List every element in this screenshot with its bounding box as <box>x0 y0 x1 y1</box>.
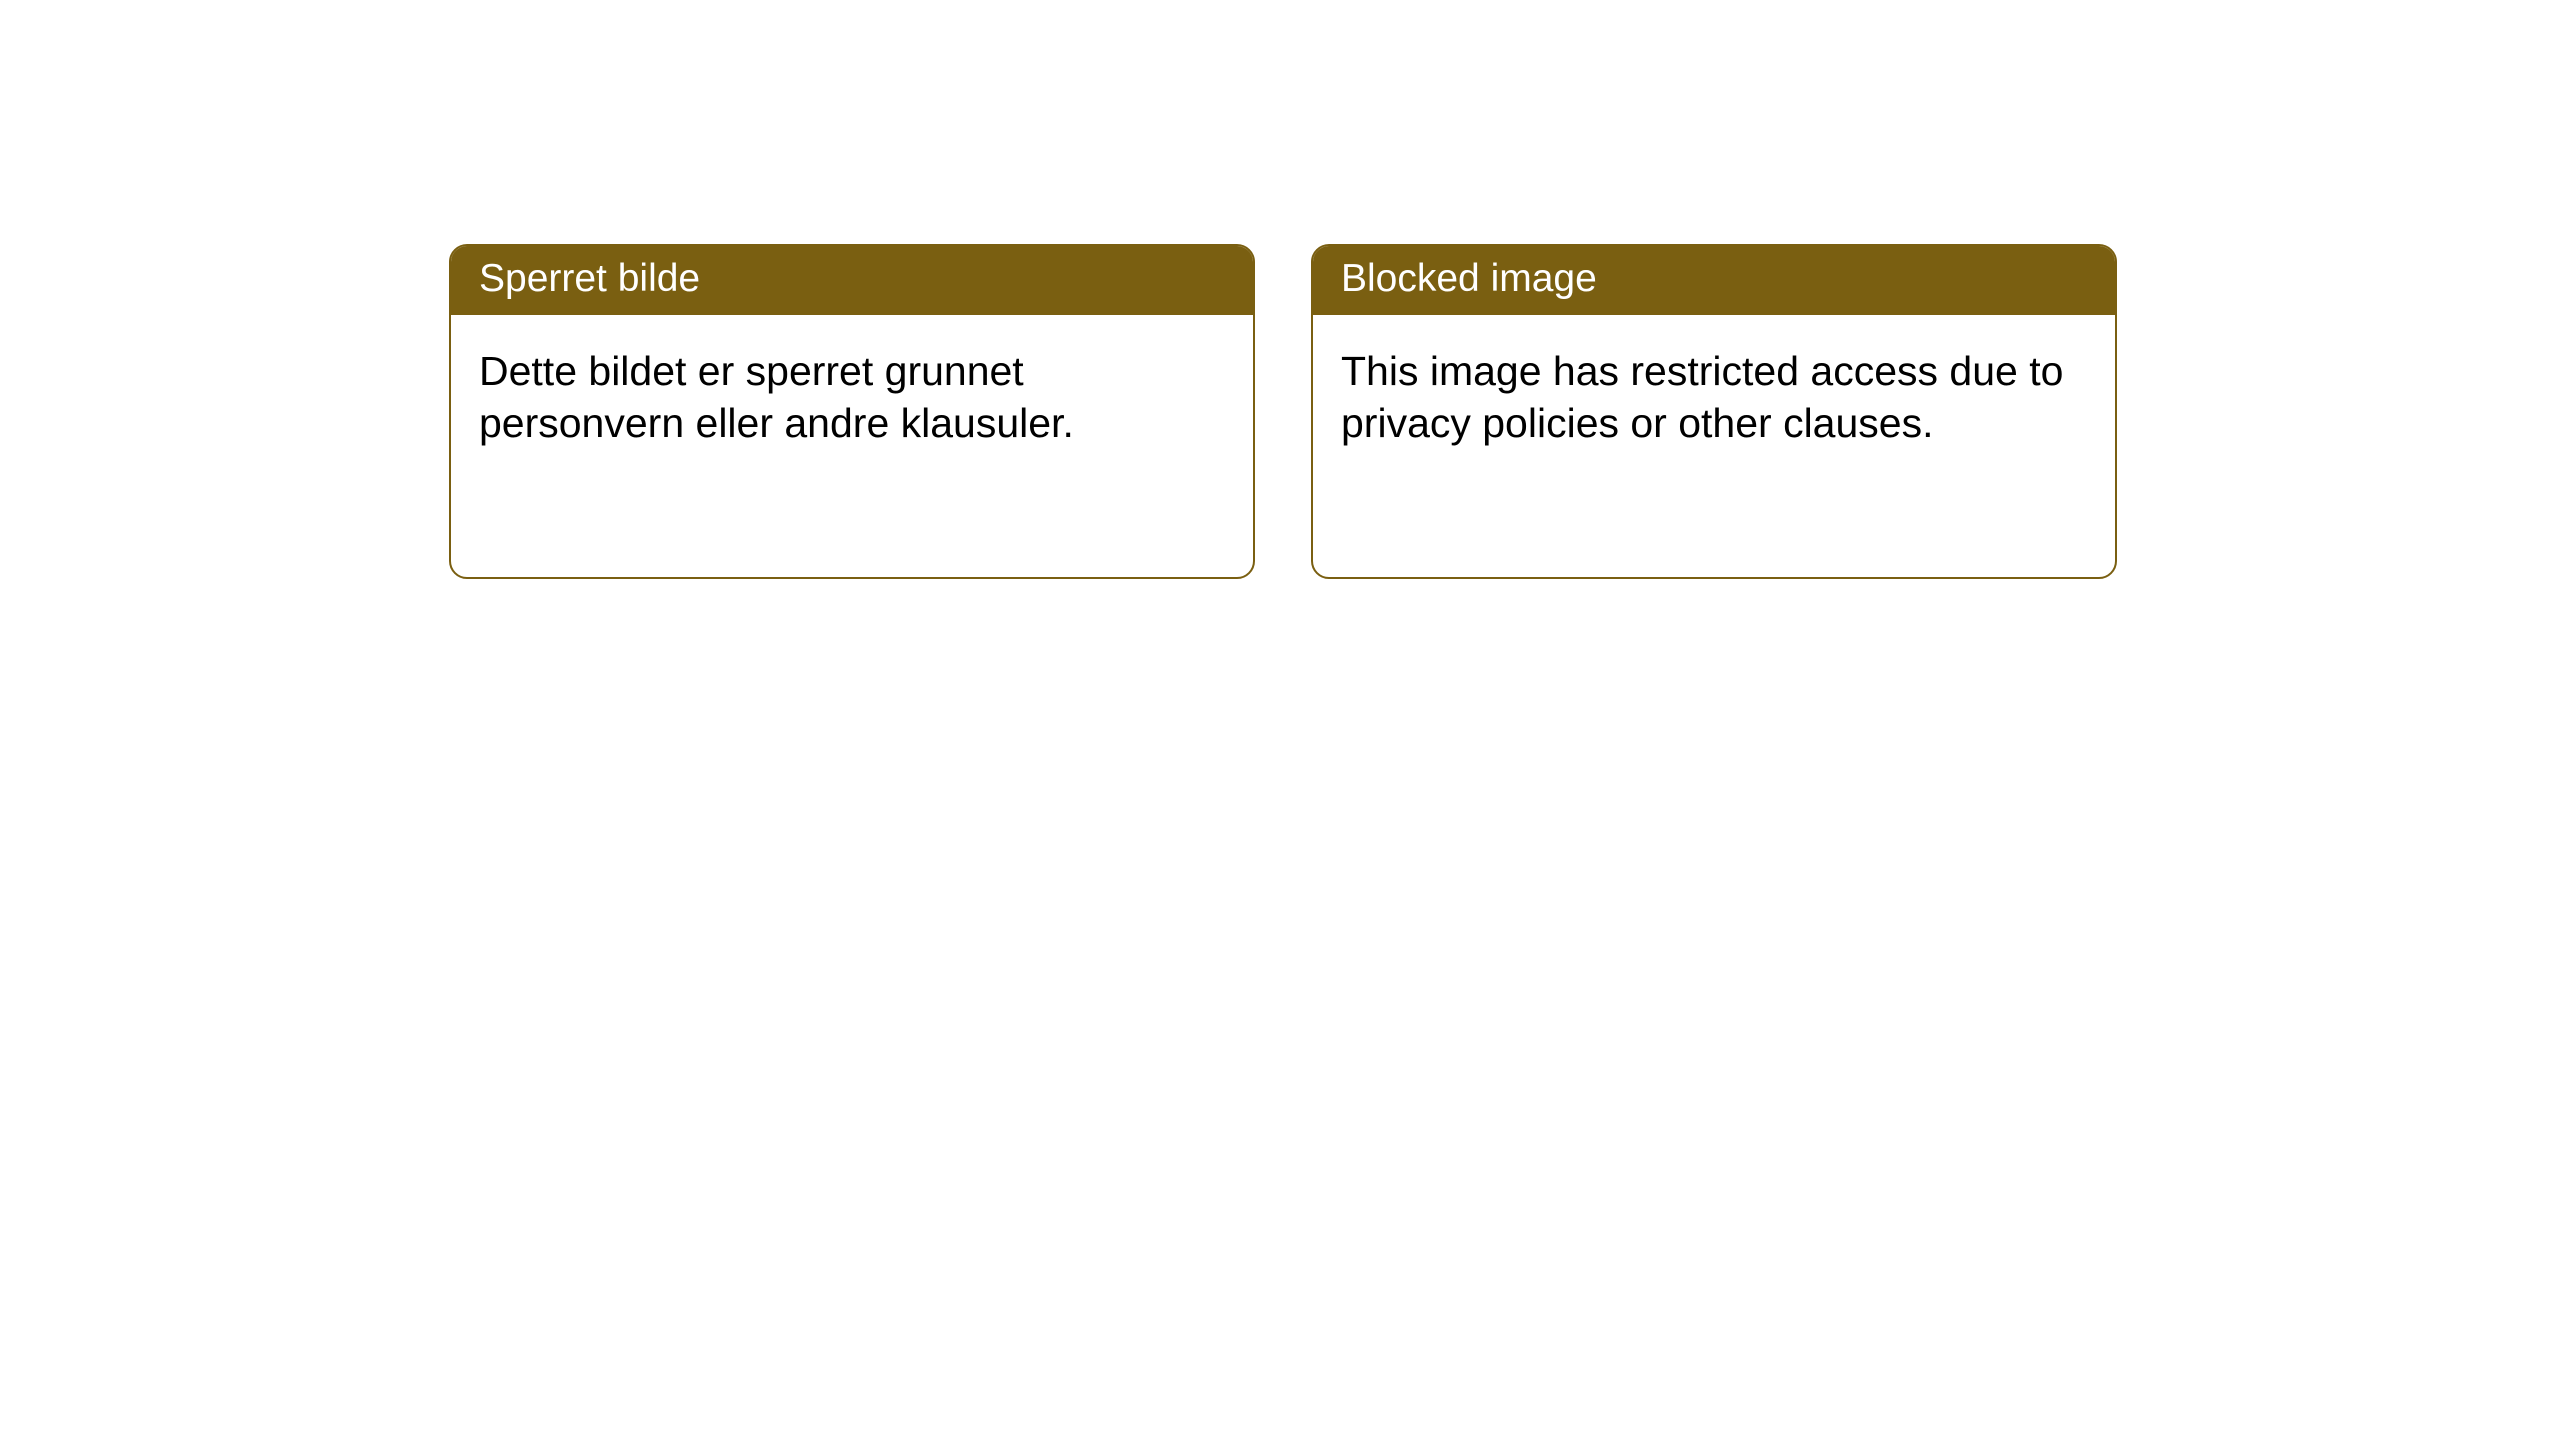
card-body-no: Dette bildet er sperret grunnet personve… <box>451 315 1253 480</box>
card-title-en: Blocked image <box>1313 246 2115 315</box>
blocked-image-card-no: Sperret bilde Dette bildet er sperret gr… <box>449 244 1255 579</box>
blocked-image-card-en: Blocked image This image has restricted … <box>1311 244 2117 579</box>
card-title-no: Sperret bilde <box>451 246 1253 315</box>
cards-container: Sperret bilde Dette bildet er sperret gr… <box>449 244 2117 579</box>
card-body-en: This image has restricted access due to … <box>1313 315 2115 480</box>
